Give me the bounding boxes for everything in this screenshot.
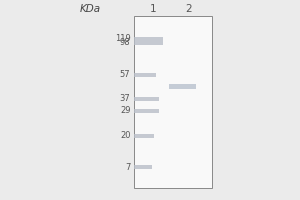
Text: 20: 20 xyxy=(120,131,130,140)
Text: 119: 119 xyxy=(115,34,130,43)
Text: 98: 98 xyxy=(120,38,130,47)
Text: 29: 29 xyxy=(120,106,130,115)
Bar xyxy=(134,165,152,169)
Text: 37: 37 xyxy=(120,94,130,103)
Bar xyxy=(134,73,156,77)
Text: 57: 57 xyxy=(120,70,130,79)
Bar xyxy=(134,134,154,138)
Bar xyxy=(134,37,163,45)
Text: KDa: KDa xyxy=(80,4,100,14)
Text: 7: 7 xyxy=(125,163,130,172)
Bar xyxy=(134,16,212,188)
Bar xyxy=(134,109,159,113)
Text: 1: 1 xyxy=(150,4,156,14)
Bar xyxy=(169,84,196,89)
Bar xyxy=(134,97,159,101)
Text: 2: 2 xyxy=(186,4,192,14)
